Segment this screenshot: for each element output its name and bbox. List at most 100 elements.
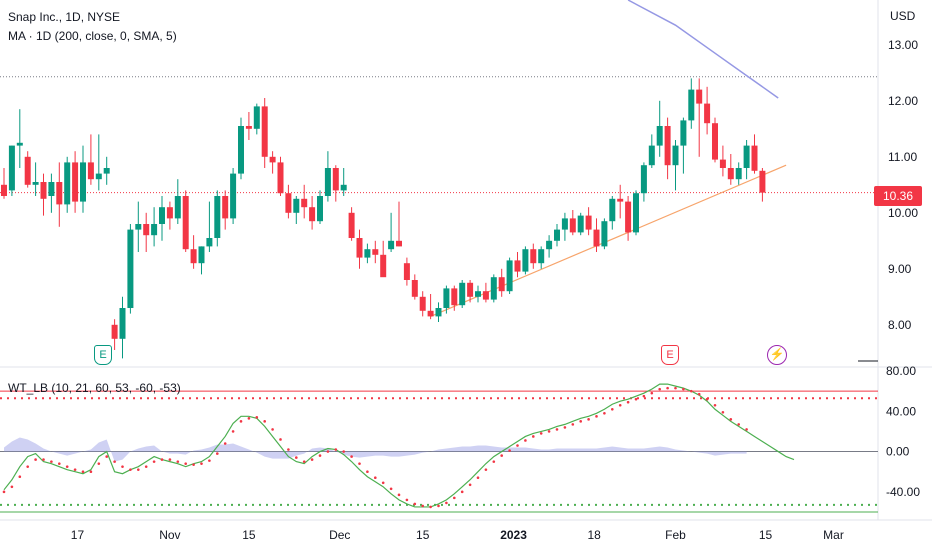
candle-body (459, 282, 466, 306)
candle-body (261, 106, 268, 157)
x-tick-label: 15 (242, 528, 256, 542)
candle-body (743, 145, 750, 168)
wt2-point (421, 504, 425, 508)
candle-body (214, 196, 221, 238)
wt2-point (697, 392, 701, 396)
candle-body (759, 170, 766, 193)
x-tick-label: 18 (587, 528, 601, 542)
wt2-point (460, 490, 464, 494)
x-tick-label: 15 (759, 528, 773, 542)
candle-body (735, 168, 742, 180)
flash-event-icon[interactable]: ⚡ (767, 345, 787, 365)
candle-body (656, 126, 663, 146)
wt2-point (508, 449, 511, 452)
wt2-point (389, 487, 393, 491)
trendline (430, 164, 787, 317)
candle-body (680, 120, 687, 146)
earnings-event-icon[interactable]: E (661, 345, 679, 365)
y-tick-label: 8.00 (888, 318, 912, 332)
earnings-event-icon[interactable]: E (94, 345, 112, 365)
wt2-point (532, 435, 535, 438)
last-price-badge: 10.36 (874, 186, 922, 206)
candle-body (688, 89, 695, 121)
wt2-point (152, 460, 156, 463)
wt2-point (73, 468, 77, 471)
candle-body (230, 173, 237, 219)
candle-body (324, 168, 331, 196)
candle-body (301, 198, 308, 208)
wt2-point (445, 501, 448, 505)
candle-body (593, 229, 600, 247)
wt-diff-area (4, 437, 747, 462)
wt2-point (571, 423, 575, 426)
wt2-point (310, 458, 314, 461)
candle-body (609, 198, 616, 222)
candle-body (348, 212, 355, 238)
y-tick-label: -40.00 (886, 485, 920, 499)
candle-body (601, 221, 608, 247)
candle-body (712, 123, 718, 160)
y-tick-label: 11.00 (888, 150, 917, 164)
candle-body (514, 260, 521, 272)
wt2-point (160, 458, 164, 461)
wt2-point (666, 386, 669, 390)
y-tick-label: 0.00 (886, 445, 910, 459)
wt2-point (192, 463, 195, 466)
wt2-point (437, 504, 440, 508)
wt2-point (81, 470, 85, 473)
wt2-point (342, 450, 346, 453)
candle-body (482, 291, 489, 300)
candle-body (727, 168, 734, 180)
candle-body (182, 196, 189, 250)
oscillator-pane (0, 383, 878, 513)
wt2-point (89, 470, 93, 473)
wt2-point (579, 420, 582, 423)
candle-body (24, 156, 31, 185)
candle-body (40, 182, 47, 199)
candle-body (356, 238, 363, 258)
x-tick-label: Feb (665, 528, 686, 542)
candle-body (103, 168, 110, 174)
wt2-point (405, 498, 409, 502)
wt2-point (350, 455, 353, 458)
wt2-point (129, 468, 132, 471)
wt2-point (603, 411, 606, 415)
wt2-point (634, 397, 638, 401)
candle-body (435, 308, 442, 317)
wt2-point (42, 458, 45, 461)
candle-body (633, 193, 639, 233)
wt2-point (302, 460, 306, 463)
candle-body (577, 215, 584, 233)
wt2-point (295, 456, 298, 459)
candle-body (332, 168, 339, 191)
main-legend: Snap Inc., 1D, NYSE MA · 1D (200, close,… (8, 8, 177, 46)
wt2-point (26, 465, 30, 468)
wt2-point (34, 458, 37, 461)
wt2-point (358, 462, 361, 465)
wt2-point (326, 450, 330, 453)
candle-body (245, 126, 252, 129)
wt2-point (618, 403, 622, 407)
ma-200-line (627, 0, 779, 99)
wt2-point (144, 465, 148, 468)
candle-body (443, 288, 450, 308)
wt1-line (3, 383, 795, 508)
candle-body (585, 215, 592, 230)
wt2-point (429, 505, 432, 509)
candle-body (490, 277, 497, 300)
candle-body (1, 184, 7, 196)
y-tick-label: 9.00 (888, 262, 912, 276)
candle-body (340, 184, 347, 191)
wt2-point (247, 417, 251, 420)
candle-body (664, 126, 671, 166)
candle-body (498, 277, 505, 292)
candle-body (111, 324, 118, 339)
candle-body (554, 229, 560, 241)
candle-body (419, 296, 426, 311)
candle-body (467, 282, 474, 297)
ma-legend: MA · 1D (200, close, 0, SMA, 5) (8, 29, 177, 43)
candle-body (546, 240, 553, 250)
wt2-point (721, 410, 725, 414)
wt2-point (539, 432, 543, 435)
wt2-point (58, 462, 61, 465)
